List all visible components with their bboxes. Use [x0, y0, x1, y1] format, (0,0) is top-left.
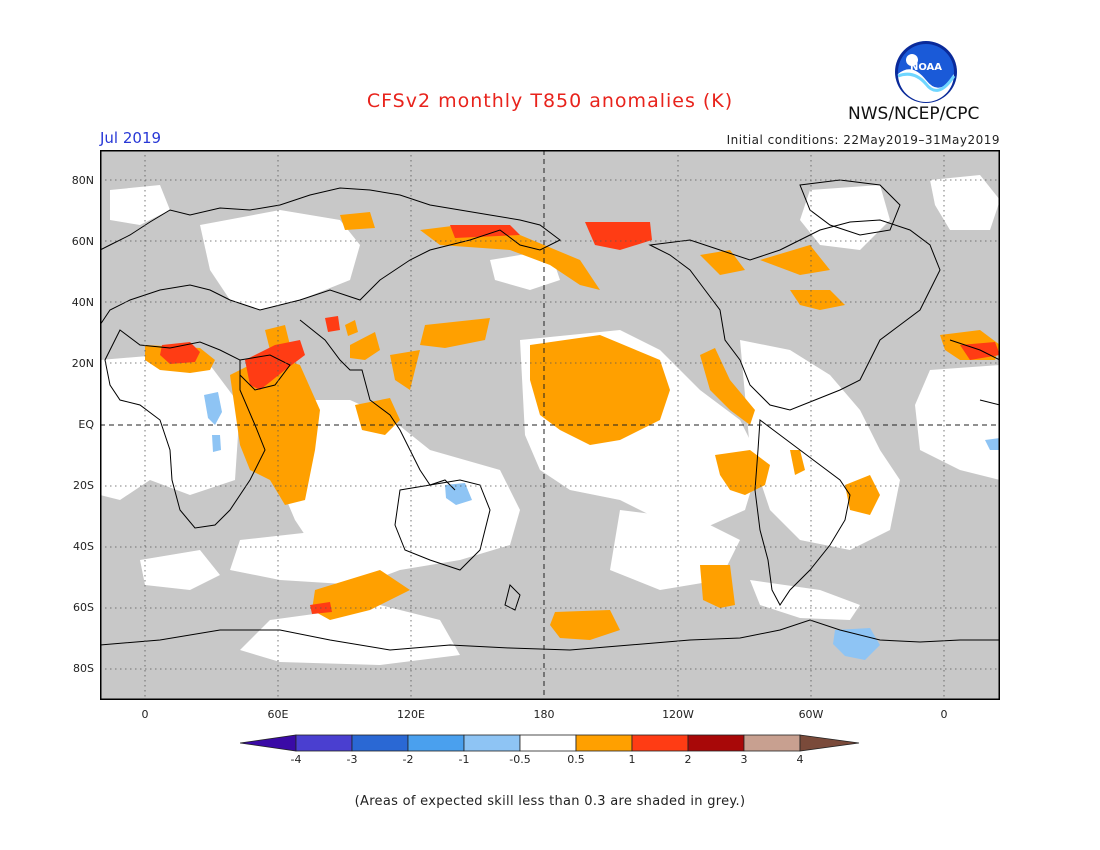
lat-label-60n: 60N [71, 235, 94, 248]
colorbar-tick-label: 1 [628, 753, 636, 766]
lon-label-120e: 120E [397, 708, 425, 721]
colorbar-cell [799, 734, 860, 752]
skill-note: (Areas of expected skill less than 0.3 a… [354, 794, 746, 809]
lon-label-0: 0 [141, 708, 149, 721]
organization-label: NWS/NCEP/CPC [848, 104, 980, 124]
lat-label-20n: 20N [71, 357, 94, 370]
forecast-month: Jul 2019 [100, 129, 162, 147]
lat-label-20s: 20S [73, 479, 94, 492]
colorbar-tick-label: 4 [796, 753, 804, 766]
coastlines [100, 179, 1000, 651]
lat-label-80s: 80S [73, 662, 94, 675]
colorbar-cell [295, 734, 353, 752]
lon-label-60e: 60E [267, 708, 289, 721]
lon-label-0-east: 0 [940, 708, 948, 721]
colorbar-cell [239, 734, 297, 752]
colorbar-tick-label: -2 [402, 753, 414, 766]
colorbar-cell [743, 734, 801, 752]
colorbar-cell [687, 734, 745, 752]
colorbar-cell [407, 734, 465, 752]
colorbar-cell [351, 734, 409, 752]
warm-anomalies [145, 212, 1000, 640]
anomaly-map [100, 150, 1000, 700]
colorbar-tick-label: -1 [458, 753, 470, 766]
map-title: CFSv2 monthly T850 anomalies (K) [366, 90, 734, 112]
lat-label-40n: 40N [71, 296, 94, 309]
colorbar-tick-label: -3 [346, 753, 358, 766]
colorbar-tick-label: 2 [684, 753, 692, 766]
initial-conditions: Initial conditions: 22May2019–31May2019 [726, 133, 1000, 147]
cold-anomalies [204, 392, 1000, 660]
lon-label-180: 180 [533, 708, 555, 721]
colorbar-cell [463, 734, 521, 752]
colorbar-tick-label: -0.5 [509, 753, 531, 766]
lon-label-60w: 60W [798, 708, 824, 721]
lat-label-40s: 40S [73, 540, 94, 553]
colorbar-tick-label: 3 [740, 753, 748, 766]
lat-label-60s: 60S [73, 601, 94, 614]
lat-label-80n: 80N [71, 174, 94, 187]
lat-label-eq: EQ [78, 418, 94, 431]
noaa-logo: NOAA [894, 40, 958, 104]
reference-lines [100, 150, 1000, 700]
colorbar-cell [575, 734, 633, 752]
colorbar-tick-label: 0.5 [567, 753, 585, 766]
colorbar-cell [631, 734, 689, 752]
colorbar [239, 734, 860, 756]
map-frame [100, 150, 1000, 700]
lon-label-120w: 120W [662, 708, 694, 721]
colorbar-cell [519, 734, 577, 752]
colorbar-tick-label: -4 [290, 753, 302, 766]
svg-text:NOAA: NOAA [910, 62, 942, 73]
